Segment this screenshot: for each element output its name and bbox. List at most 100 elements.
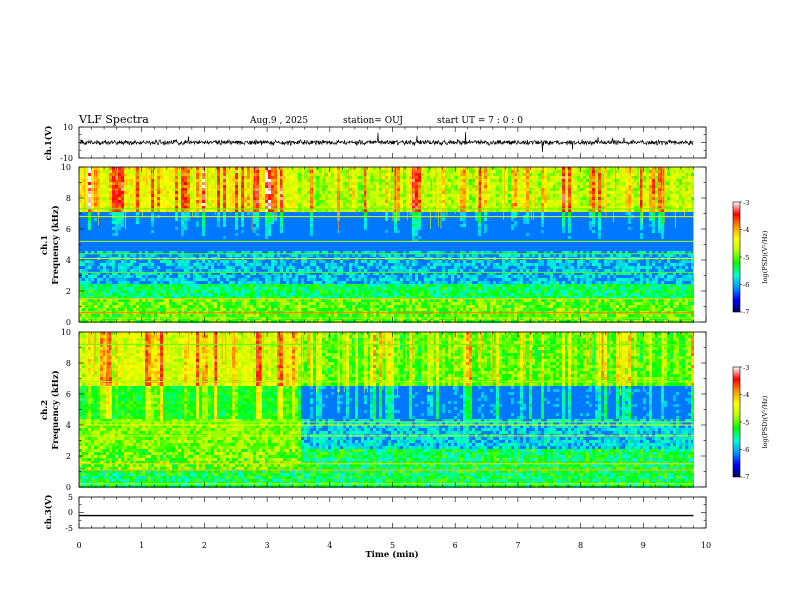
spectrogram-cell: [679, 203, 682, 206]
spectrogram-cell: [373, 260, 376, 263]
spectrogram-cell: [91, 260, 94, 263]
spectrogram-cell: [181, 266, 184, 269]
spectrogram-cell: [262, 203, 265, 206]
spectrogram-cell: [376, 173, 379, 176]
spectrogram-cell: [568, 266, 571, 269]
spectrogram-cell: [601, 191, 604, 194]
spectrogram-cell: [391, 281, 394, 284]
spectrogram-cell: [193, 185, 196, 188]
spectrogram-cell: [565, 197, 568, 200]
spectrogram-cell: [511, 251, 514, 254]
spectrogram-cell: [475, 284, 478, 287]
spectrogram-cell: [280, 275, 283, 278]
spectrogram-cell: [493, 167, 496, 170]
spectrogram-cell: [268, 269, 271, 272]
spectrogram-cell: [310, 278, 313, 281]
spectrogram-cell: [508, 194, 511, 197]
spectrogram-cell: [493, 182, 496, 185]
spectrogram-cell: [175, 188, 178, 191]
spectrogram-cell: [268, 206, 271, 209]
spectrogram-cell: [538, 254, 541, 257]
spectrogram-cell: [325, 278, 328, 281]
spectrogram-cell: [382, 200, 385, 203]
spectrogram-cell: [430, 197, 433, 200]
spectrogram-cell: [280, 200, 283, 203]
spectrogram-cell: [391, 197, 394, 200]
spectrogram-cell: [625, 251, 628, 254]
spectrogram-cell: [652, 170, 655, 173]
spectrogram-cell: [568, 191, 571, 194]
spectrogram-cell: [301, 191, 304, 194]
spectrogram-cell: [673, 263, 676, 266]
spectrogram-cell: [247, 200, 250, 203]
spectrogram-cell: [388, 167, 391, 170]
spectrogram-cell: [487, 170, 490, 173]
spectrogram-cell: [256, 260, 259, 263]
spectrogram-cell: [88, 185, 91, 188]
spectrogram-cell: [568, 206, 571, 209]
spectrogram-cell: [583, 167, 586, 170]
spectrogram-cell: [568, 230, 571, 233]
spectrogram-cell: [79, 269, 82, 272]
spectrogram-cell: [334, 185, 337, 188]
spectrogram-cell: [508, 254, 511, 257]
spectrogram-cell: [109, 179, 112, 182]
spectrogram-cell: [451, 170, 454, 173]
spectrogram-cell: [400, 194, 403, 197]
spectrogram-cell: [685, 260, 688, 263]
spectrogram-cell: [493, 266, 496, 269]
spectrogram-cell: [106, 200, 109, 203]
spectrogram-cell: [268, 173, 271, 176]
spectrogram-cell: [412, 209, 415, 212]
spectrogram-cell: [166, 167, 169, 170]
spectrogram-cell: [295, 209, 298, 212]
spectrogram-cell: [211, 179, 214, 182]
spectrogram-cell: [136, 221, 139, 224]
spectrogram-cell: [619, 278, 622, 281]
spectrogram-cell: [259, 185, 262, 188]
spectrogram-cell: [268, 200, 271, 203]
spectrogram-cell: [109, 260, 112, 263]
spectrogram-cell: [256, 206, 259, 209]
spectrogram-cell: [232, 254, 235, 257]
spectrogram-cell: [400, 281, 403, 284]
spectrogram-cell: [325, 272, 328, 275]
spectrogram-cell: [184, 185, 187, 188]
spectrogram-cell: [238, 203, 241, 206]
spectrogram-cell: [418, 173, 421, 176]
spectrogram-cell: [181, 284, 184, 287]
spectrogram-cell: [403, 266, 406, 269]
spectrogram-cell: [178, 194, 181, 197]
spectrogram-cell: [385, 188, 388, 191]
spectrogram-cell: [538, 278, 541, 281]
spectrogram-cell: [301, 278, 304, 281]
spectrogram-cell: [88, 218, 91, 221]
spectrogram-cell: [199, 188, 202, 191]
spectrogram-cell: [265, 173, 268, 176]
spectrogram-cell: [271, 254, 274, 257]
spectrogram-cell: [463, 188, 466, 191]
spectrogram-cell: [238, 194, 241, 197]
spectrogram-cell: [526, 218, 529, 221]
spectrogram-cell: [403, 251, 406, 254]
spectrogram-cell: [226, 167, 229, 170]
spectrogram-cell: [640, 233, 643, 236]
spectrogram-cell: [358, 266, 361, 269]
spectrogram-cell: [661, 218, 664, 221]
spectrogram-cell: [595, 179, 598, 182]
spectrogram-cell: [523, 167, 526, 170]
spectrogram-cell: [598, 167, 601, 170]
spectrogram-cell: [325, 167, 328, 170]
spectrogram-cell: [421, 254, 424, 257]
spectrogram-cell: [298, 269, 301, 272]
spectrogram-cell: [646, 170, 649, 173]
spectrogram-cell: [121, 194, 124, 197]
spectrogram-cell: [187, 275, 190, 278]
spectrogram-cell: [559, 260, 562, 263]
spectrogram-cell: [505, 272, 508, 275]
spectrogram-cell: [184, 278, 187, 281]
spectrogram-cell: [154, 278, 157, 281]
spectrogram-cell: [253, 206, 256, 209]
spectrogram-cell: [124, 272, 127, 275]
spectrogram-cell: [625, 173, 628, 176]
